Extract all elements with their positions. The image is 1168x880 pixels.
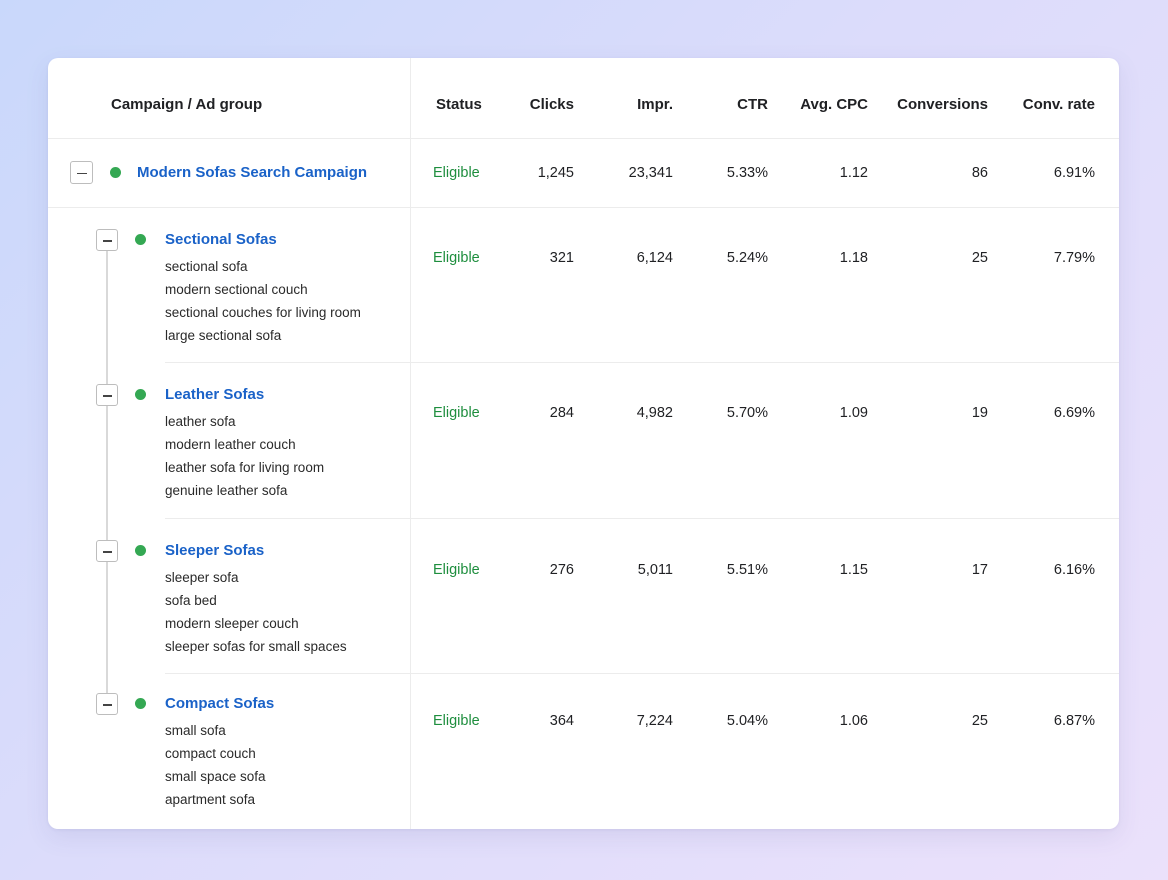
keyword: small sofa	[165, 723, 226, 738]
ad-group-impr: 7,224	[636, 713, 673, 729]
keyword: leather sofa	[165, 414, 236, 429]
keyword: sofa bed	[165, 593, 217, 608]
status-dot-icon	[135, 234, 146, 245]
keyword: small space sofa	[165, 769, 266, 784]
status-dot-icon	[110, 167, 121, 178]
ad-group-status: Eligible	[433, 562, 480, 578]
ad-group-name-link[interactable]: Compact Sofas	[165, 695, 275, 712]
header-conversions[interactable]: Conversions	[897, 96, 988, 113]
ad-group-conversions: 19	[971, 405, 988, 421]
row-divider	[165, 518, 1119, 519]
ad-group-clicks: 284	[549, 405, 574, 421]
header-avg-cpc[interactable]: Avg. CPC	[800, 96, 868, 113]
ad-group-conv-rate: 6.69%	[1053, 405, 1095, 421]
ad-group-clicks: 364	[549, 713, 574, 729]
header-status[interactable]: Status	[436, 96, 482, 113]
keyword: genuine leather sofa	[165, 483, 288, 498]
minus-icon	[103, 551, 112, 553]
ad-group-conversions: 25	[971, 713, 988, 729]
campaign-ctr: 5.33%	[726, 165, 768, 181]
keyword: sectional sofa	[165, 259, 248, 274]
keyword: modern leather couch	[165, 437, 296, 452]
keyword: modern sectional couch	[165, 282, 308, 297]
ad-group-conversions: 25	[971, 250, 988, 266]
ad-group-conversions: 17	[971, 562, 988, 578]
keyword: sectional couches for living room	[165, 305, 361, 320]
campaign-conversions: 86	[971, 165, 988, 181]
keyword: sleeper sofa	[165, 570, 239, 585]
ad-group-avg-cpc: 1.18	[839, 250, 868, 266]
status-dot-icon	[135, 389, 146, 400]
campaign-table: Campaign / Ad group Status Clicks Impr. …	[48, 58, 1119, 829]
keyword: sleeper sofas for small spaces	[165, 639, 347, 654]
ad-group-impr: 6,124	[636, 250, 673, 266]
campaign-status: Eligible	[433, 165, 480, 181]
ad-group-ctr: 5.51%	[726, 562, 768, 578]
keyword: modern sleeper couch	[165, 616, 299, 631]
campaign-divider	[48, 207, 1119, 208]
campaign-name-link[interactable]: Modern Sofas Search Campaign	[137, 164, 368, 181]
campaign-impr: 23,341	[628, 165, 673, 181]
collapse-adgroup-button[interactable]	[96, 384, 118, 406]
minus-icon	[103, 240, 112, 242]
ad-group-avg-cpc: 1.15	[839, 562, 868, 578]
ad-group-status: Eligible	[433, 405, 480, 421]
column-divider	[410, 58, 411, 829]
campaign-conv-rate: 6.91%	[1053, 165, 1095, 181]
ad-group-status: Eligible	[433, 713, 480, 729]
header-ctr[interactable]: CTR	[737, 96, 768, 113]
ad-group-conv-rate: 7.79%	[1053, 250, 1095, 266]
tree-connector-line	[106, 250, 108, 698]
header-campaign-adgroup[interactable]: Campaign / Ad group	[111, 96, 263, 113]
ad-group-avg-cpc: 1.09	[839, 405, 868, 421]
keyword: leather sofa for living room	[165, 460, 325, 475]
row-divider	[165, 673, 1119, 674]
header-divider	[48, 138, 1119, 139]
ad-group-name-link[interactable]: Sleeper Sofas	[165, 542, 265, 559]
collapse-adgroup-button[interactable]	[96, 229, 118, 251]
campaign-avg-cpc: 1.12	[839, 165, 868, 181]
ad-group-status: Eligible	[433, 250, 480, 266]
ad-group-name-link[interactable]: Leather Sofas	[165, 386, 265, 403]
header-impr[interactable]: Impr.	[637, 96, 673, 113]
ad-group-ctr: 5.04%	[726, 713, 768, 729]
minus-icon	[103, 395, 112, 397]
ad-group-avg-cpc: 1.06	[839, 713, 868, 729]
ad-group-ctr: 5.24%	[726, 250, 768, 266]
ad-group-name-link[interactable]: Sectional Sofas	[165, 231, 277, 248]
minus-icon	[77, 172, 87, 174]
status-dot-icon	[135, 698, 146, 709]
ad-group-ctr: 5.70%	[726, 405, 768, 421]
minus-icon	[103, 704, 112, 706]
campaign-clicks: 1,245	[537, 165, 574, 181]
keyword: apartment sofa	[165, 792, 256, 807]
ad-group-clicks: 276	[549, 562, 574, 578]
row-divider	[165, 362, 1119, 363]
ad-group-impr: 5,011	[637, 562, 673, 578]
keyword: large sectional sofa	[165, 328, 282, 343]
ad-group-conv-rate: 6.16%	[1053, 562, 1095, 578]
collapse-adgroup-button[interactable]	[96, 540, 118, 562]
keyword: compact couch	[165, 746, 256, 761]
header-conv-rate[interactable]: Conv. rate	[1022, 96, 1095, 113]
ad-group-clicks: 321	[549, 250, 574, 266]
ad-group-conv-rate: 6.87%	[1053, 713, 1095, 729]
collapse-campaign-button[interactable]	[70, 161, 93, 184]
collapse-adgroup-button[interactable]	[96, 693, 118, 715]
header-clicks[interactable]: Clicks	[529, 96, 574, 113]
ad-group-impr: 4,982	[636, 405, 673, 421]
status-dot-icon	[135, 545, 146, 556]
